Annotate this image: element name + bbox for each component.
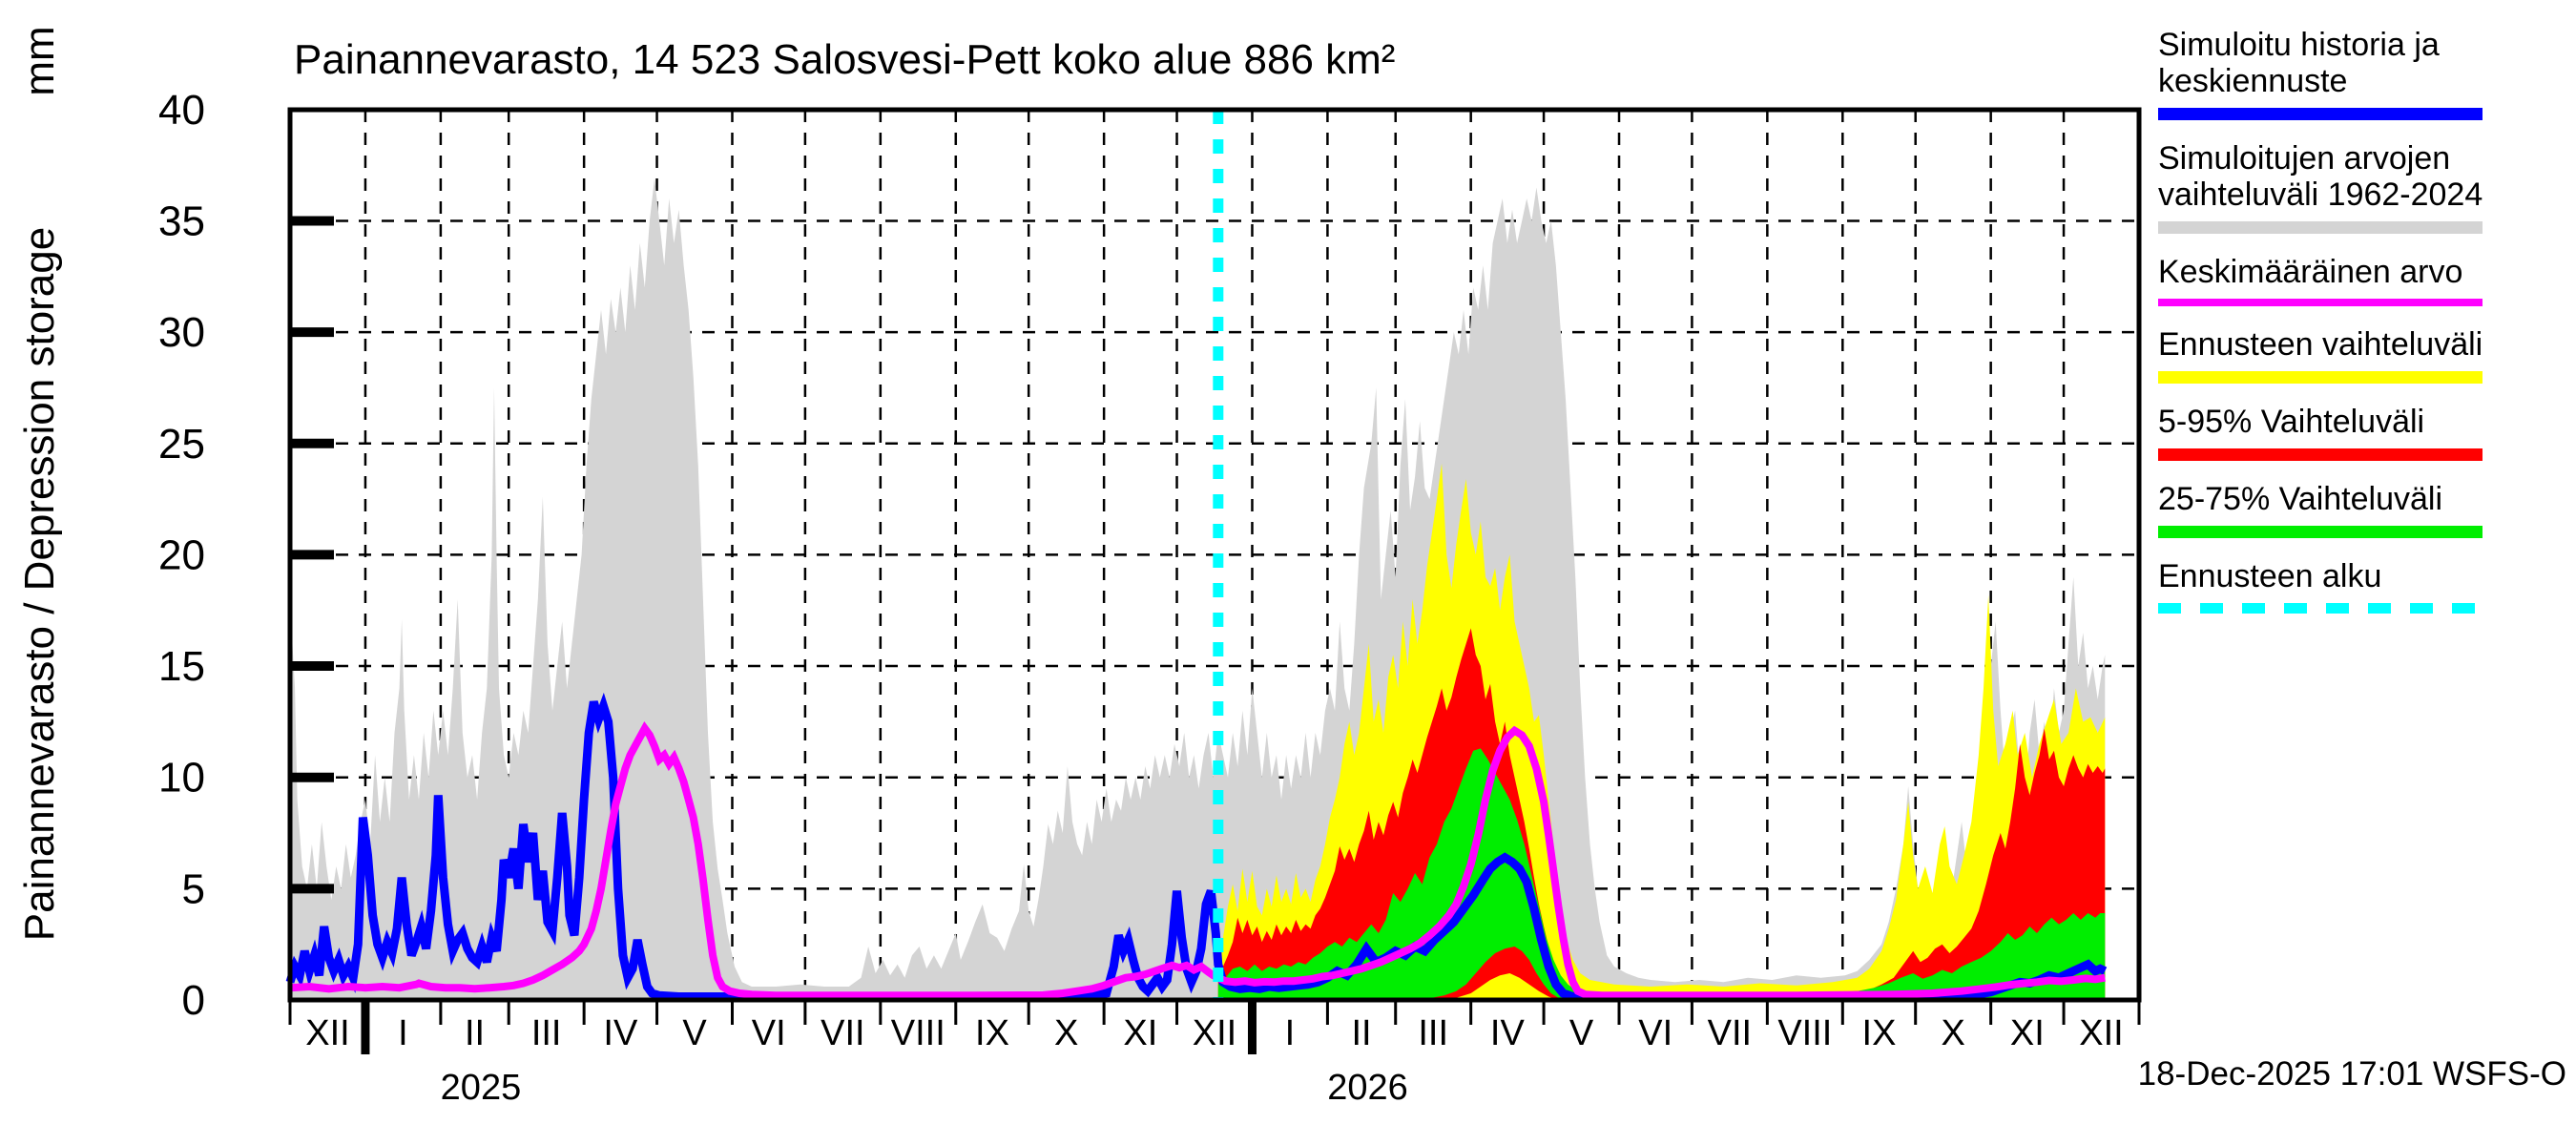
legend-label: keskiennuste — [2158, 63, 2348, 99]
month-label: VI — [752, 1013, 786, 1053]
legend-label: Simuloitu historia ja — [2158, 27, 2440, 63]
legend-swatch-forecast-range — [2158, 371, 2483, 384]
month-label: IX — [975, 1013, 1009, 1053]
y-tick-label: 5 — [182, 865, 205, 912]
y-tick-label: 15 — [158, 643, 205, 690]
legend-label: 25-75% Vaihteluväli — [2158, 481, 2442, 517]
legend-label: Simuloitujen arvojen — [2158, 140, 2451, 177]
month-label: V — [682, 1013, 707, 1053]
month-label: VII — [821, 1013, 864, 1053]
month-label: VIII — [1777, 1013, 1832, 1053]
month-label: X — [1942, 1013, 1965, 1053]
year-label: 2025 — [441, 1068, 522, 1108]
month-label: III — [1418, 1013, 1448, 1053]
legend-swatch-simulated-history — [2158, 108, 2483, 120]
month-label: I — [1285, 1013, 1296, 1053]
legend-item-forecast-start: Ennusteen alku — [2158, 558, 2568, 614]
month-label: XII — [305, 1013, 349, 1053]
month-label: IX — [1862, 1013, 1897, 1053]
month-label: II — [1352, 1013, 1372, 1053]
legend: Simuloitu historia ja keskiennuste Simuloi… — [2158, 27, 2568, 634]
legend-swatch-mean-value — [2158, 299, 2483, 306]
month-label: VI — [1638, 1013, 1672, 1053]
month-label: III — [531, 1013, 562, 1053]
timestamp: 18-Dec-2025 17:01 WSFS-O — [2137, 1055, 2566, 1093]
legend-item-simulated-history: Simuloitu historia ja keskiennuste — [2158, 27, 2568, 120]
legend-label: 5-95% Vaihteluväli — [2158, 404, 2425, 440]
month-label: IV — [603, 1013, 638, 1053]
legend-item-simulated-range: Simuloitujen arvojen vaihteluväli 1962-20… — [2158, 140, 2568, 234]
legend-swatch-simulated-range — [2158, 221, 2483, 234]
series-line — [285, 692, 2108, 1003]
month-label: VIII — [891, 1013, 945, 1053]
y-tick-label: 35 — [158, 198, 205, 244]
y-tick-label: 25 — [158, 421, 205, 468]
y-tick-label: 40 — [158, 87, 205, 134]
legend-swatch-range-5-95 — [2158, 448, 2483, 461]
month-label: VII — [1708, 1013, 1752, 1053]
y-tick-label: 0 — [182, 977, 205, 1024]
month-label: XII — [1193, 1013, 1236, 1053]
month-label: I — [398, 1013, 408, 1053]
legend-swatch-forecast-start — [2158, 603, 2483, 614]
legend-swatch-range-25-75 — [2158, 526, 2483, 538]
legend-item-forecast-range: Ennusteen vaihteluväli — [2158, 326, 2568, 384]
series-line — [289, 720, 2106, 1000]
month-label: XI — [2010, 1013, 2045, 1053]
y-tick-label: 30 — [158, 309, 205, 356]
legend-label: Ennusteen vaihteluväli — [2158, 326, 2483, 363]
legend-label: Keskimääräinen arvo — [2158, 254, 2463, 290]
chart-title: Painannevarasto, 14 523 Salosvesi-Pett k… — [294, 36, 1396, 83]
y-tick-label: 20 — [158, 531, 205, 578]
legend-item-range-25-75: 25-75% Vaihteluväli — [2158, 481, 2568, 538]
legend-item-mean-value: Keskimääräinen arvo — [2158, 254, 2568, 306]
legend-label: Ennusteen alku — [2158, 558, 2382, 594]
series-simulated-range — [290, 178, 2106, 1001]
legend-item-range-5-95: 5-95% Vaihteluväli — [2158, 404, 2568, 461]
month-label: IV — [1490, 1013, 1526, 1053]
legend-label: vaihteluväli 1962-2024 — [2158, 177, 2483, 213]
year-label: 2026 — [1327, 1068, 1408, 1108]
month-label: V — [1569, 1013, 1594, 1053]
month-label: II — [465, 1013, 485, 1053]
month-label: XII — [2079, 1013, 2123, 1053]
month-label: XI — [1123, 1013, 1157, 1053]
month-label: X — [1054, 1013, 1078, 1053]
y-tick-label: 10 — [158, 755, 205, 802]
